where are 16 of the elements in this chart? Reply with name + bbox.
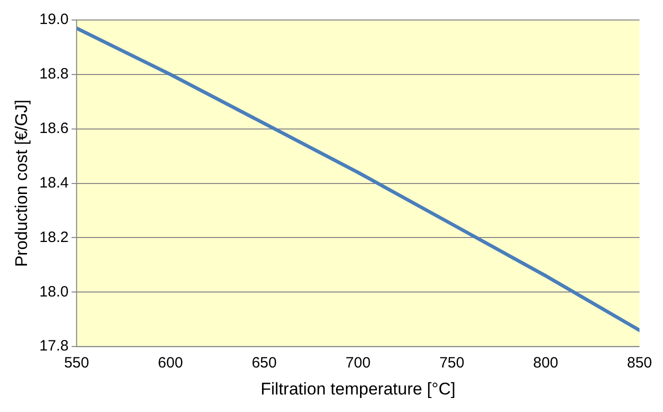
x-tick-label: 650 xyxy=(252,354,277,372)
y-tick-label: 18.6 xyxy=(39,120,69,138)
y-tick-label: 19.0 xyxy=(39,11,69,28)
y-tick-label: 18.0 xyxy=(39,283,69,300)
y-tick-label: 18.4 xyxy=(39,174,69,192)
x-tick-label: 850 xyxy=(626,354,652,372)
y-tick-label: 18.2 xyxy=(39,228,69,246)
x-tick-label: 600 xyxy=(158,354,183,372)
x-tick-label: 750 xyxy=(439,354,464,372)
x-axis-title: Filtration temperature [°C] xyxy=(260,379,456,398)
y-tick-label: 17.8 xyxy=(39,338,69,355)
y-axis-title: Production cost [€/GJ] xyxy=(12,100,31,267)
x-tick-label: 700 xyxy=(346,354,371,372)
y-tick-label: 18.8 xyxy=(39,66,69,83)
x-tick-label: 550 xyxy=(64,354,90,372)
x-tick-label: 800 xyxy=(533,354,558,372)
